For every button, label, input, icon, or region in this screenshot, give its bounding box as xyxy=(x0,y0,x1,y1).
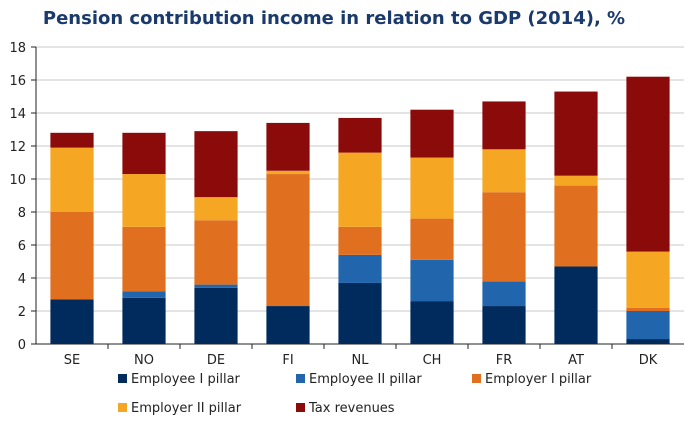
bar-segment xyxy=(482,101,526,150)
bar-segment xyxy=(554,91,598,176)
bar-segment xyxy=(122,291,166,298)
bar-segment xyxy=(338,152,382,227)
bar-segment xyxy=(194,287,238,344)
x-tick-label: NL xyxy=(352,353,370,368)
x-tick-label: DK xyxy=(639,353,658,368)
bar-segment xyxy=(482,192,526,282)
bar-segment xyxy=(50,132,94,148)
y-tick-label: 18 xyxy=(9,41,26,56)
bar-segment xyxy=(338,226,382,255)
bar-segment xyxy=(122,226,166,292)
y-tick-label: 8 xyxy=(18,206,26,221)
bar-segment xyxy=(410,301,454,344)
y-tick-label: 2 xyxy=(18,305,26,320)
bar-segment xyxy=(410,109,454,158)
bar-segment xyxy=(482,281,526,307)
x-tick-label: DE xyxy=(207,353,225,368)
bar-segment xyxy=(50,147,94,212)
bar-segment xyxy=(266,306,310,344)
bar-segment xyxy=(410,259,454,302)
bar-segment xyxy=(338,117,382,153)
bar-segment xyxy=(626,76,670,252)
bar-segment xyxy=(50,212,94,300)
bar-segment xyxy=(338,282,382,344)
bar-segment xyxy=(194,197,238,221)
bar-segment xyxy=(554,175,598,186)
bar-segment xyxy=(482,306,526,344)
y-tick-label: 10 xyxy=(9,173,26,188)
legend-swatch xyxy=(118,374,127,383)
bar-segment xyxy=(338,254,382,283)
bar-segment xyxy=(482,149,526,193)
y-tick-label: 6 xyxy=(18,239,26,254)
bar-segment xyxy=(266,170,310,175)
legend-label: Employee I pillar xyxy=(131,372,241,387)
legend: Employee I pillar Employee II pillar Emplo… xyxy=(118,372,592,416)
y-tick-label: 0 xyxy=(18,338,26,353)
bar-segment xyxy=(194,220,238,285)
x-tick-label: FR xyxy=(496,353,513,368)
bar-segment xyxy=(410,157,454,219)
y-tick-label: 4 xyxy=(18,272,26,287)
legend-label: Employer I pillar xyxy=(485,372,592,387)
bar-segment xyxy=(626,339,670,344)
legend-swatch xyxy=(296,403,305,412)
legend-label: Tax revenues xyxy=(308,401,395,416)
bar-segment xyxy=(410,218,454,260)
legend-label: Employer II pillar xyxy=(131,401,242,416)
x-tick-label: FI xyxy=(282,353,293,368)
bar-segment xyxy=(50,299,94,344)
y-tick-label: 12 xyxy=(9,140,26,155)
x-tick-label: CH xyxy=(423,353,442,368)
bar-segment xyxy=(122,297,166,344)
x-tick-label: AT xyxy=(568,353,584,368)
bar-segment xyxy=(122,174,166,227)
bar-segment xyxy=(554,266,598,344)
bar-segment xyxy=(626,307,670,311)
legend-swatch xyxy=(118,403,127,412)
bar-segment xyxy=(194,284,238,288)
chart-title: Pension contribution income in relation … xyxy=(43,8,625,29)
bar-segment xyxy=(626,311,670,340)
bar-segment xyxy=(554,185,598,267)
legend-swatch xyxy=(472,374,481,383)
bar-segment xyxy=(266,174,310,307)
x-tick-label: SE xyxy=(64,353,80,368)
y-tick-label: 16 xyxy=(9,74,26,89)
bar-segment xyxy=(266,122,310,171)
legend-label: Employee II pillar xyxy=(309,372,422,387)
bars xyxy=(50,76,670,344)
legend-swatch xyxy=(296,374,305,383)
axes: 0 2 4 6 8 10 12 14 16 18 SE NO DE FI NL CH FR AT DK xyxy=(9,41,684,368)
x-tick-label: NO xyxy=(134,353,154,368)
y-tick-label: 14 xyxy=(9,107,26,122)
bar-segment xyxy=(626,251,670,308)
bar-segment xyxy=(194,131,238,198)
bar-segment xyxy=(122,132,166,175)
